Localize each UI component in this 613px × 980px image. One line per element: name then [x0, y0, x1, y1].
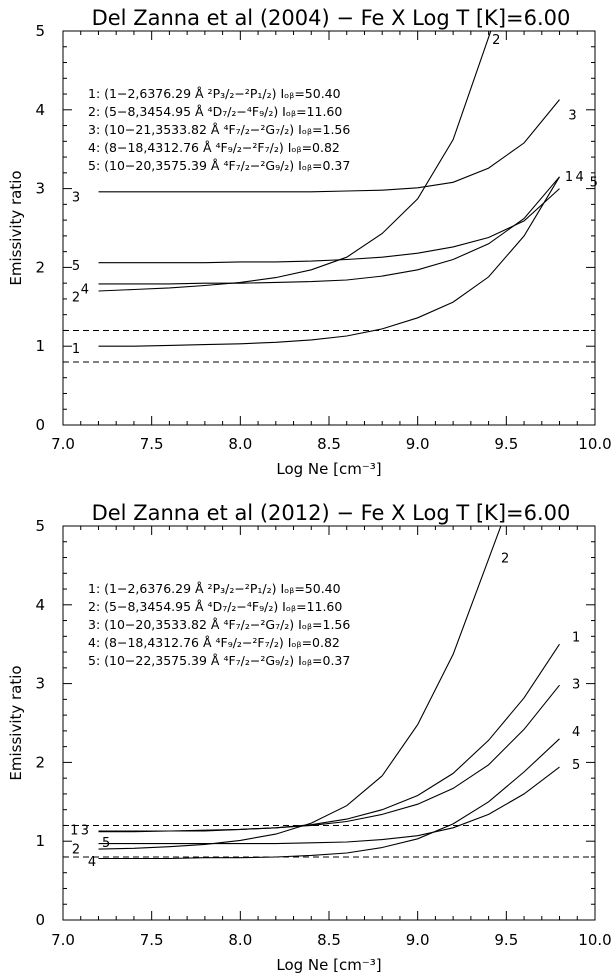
curve-label-5: 5: [102, 836, 110, 851]
legend-entry-4: 4: (8−18,4312.76 Å ⁴F₉/₂−²F₇/₂) Iₒᵦ=0.82: [88, 140, 340, 155]
x-axis-label: Log Ne [cm⁻³]: [276, 460, 381, 478]
y-axis-label: Emissivity ratio: [7, 665, 25, 780]
y-tick-label: 5: [35, 517, 45, 535]
x-tick-label: 7.0: [51, 931, 75, 949]
series-line-1: [98, 643, 560, 833]
legend-entry-3: 3: (10−21,3533.82 Å ⁴F₇/₂−²G₇/₂) Iₒᵦ=1.5…: [88, 122, 350, 137]
x-tick-label: 9.0: [406, 931, 430, 949]
series-line-1: [98, 176, 560, 347]
x-tick-label: 8.5: [317, 931, 341, 949]
x-axis-label: Log Ne [cm⁻³]: [276, 956, 381, 974]
curve-label-4: 4: [88, 855, 96, 870]
chart-panel-2: Del Zanna et al (2012) − Fe X Log T [K]=…: [7, 501, 612, 974]
chart-panel-1: Del Zanna et al (2004) − Fe X Log T [K]=…: [7, 6, 612, 478]
x-tick-label: 9.5: [494, 931, 518, 949]
series-line-2: [98, 526, 502, 850]
curve-label-5: 5: [572, 758, 580, 773]
x-tick-label: 7.0: [51, 435, 75, 453]
y-tick-label: 1: [35, 832, 45, 850]
y-tick-label: 0: [35, 416, 45, 434]
x-tick-label: 10.0: [578, 931, 611, 949]
y-tick-label: 5: [35, 22, 45, 40]
curve-label-1: 1: [565, 170, 573, 185]
legend-entry-2: 2: (5−8,3454.95 Å ⁴D₇/₂−⁴F₉/₂) Iₒᵦ=11.60: [88, 104, 342, 119]
legend-entry-1: 1: (1−2,6376.29 Å ²P₃/₂−²P₁/₂) Iₒᵦ=50.40: [88, 581, 341, 596]
y-tick-label: 3: [35, 675, 45, 693]
legend-entry-3: 3: (10−20,3533.82 Å ⁴F₇/₂−²G₇/₂) Iₒᵦ=1.5…: [88, 617, 350, 632]
series-line-5: [98, 188, 560, 264]
curve-label-2: 2: [72, 842, 80, 857]
legend-entry-1: 1: (1−2,6376.29 Å ²P₃/₂−²P₁/₂) Iₒᵦ=50.40: [88, 86, 341, 101]
series-line-3: [98, 684, 560, 832]
chart-title: Del Zanna et al (2004) − Fe X Log T [K]=…: [92, 6, 571, 30]
curve-label-3: 3: [568, 109, 576, 124]
curve-label-1: 1: [572, 630, 580, 645]
y-tick-label: 0: [35, 911, 45, 929]
curve-label-5: 5: [72, 259, 80, 274]
curve-label-2: 2: [492, 33, 500, 48]
legend-entry-2: 2: (5−8,3454.95 Å ⁴D₇/₂−⁴F₉/₂) Iₒᵦ=11.60: [88, 599, 342, 614]
curve-label-5: 5: [590, 176, 598, 191]
x-tick-label: 9.0: [406, 435, 430, 453]
series-line-4: [98, 738, 560, 860]
y-tick-label: 4: [35, 101, 45, 119]
y-tick-label: 2: [35, 753, 45, 771]
x-tick-label: 8.5: [317, 435, 341, 453]
x-tick-label: 8.0: [228, 435, 252, 453]
y-axis-label: Emissivity ratio: [7, 170, 25, 285]
curve-label-1: 1: [72, 342, 80, 357]
curve-label-4: 4: [572, 725, 580, 740]
curve-label-1: 1: [70, 823, 78, 838]
series-line-5: [98, 766, 560, 845]
x-tick-label: 9.5: [494, 435, 518, 453]
y-tick-label: 3: [35, 180, 45, 198]
legend-entry-5: 5: (10−22,3575.39 Å ⁴F₇/₂−²G₉/₂) Iₒᵦ=0.3…: [88, 653, 350, 668]
series-line-4: [98, 176, 560, 285]
x-tick-label: 10.0: [578, 435, 611, 453]
curve-label-2: 2: [72, 291, 80, 306]
curve-label-3: 3: [572, 678, 580, 693]
curve-label-3: 3: [81, 823, 89, 838]
curve-label-2: 2: [501, 552, 509, 567]
series-line-2: [98, 31, 492, 292]
chart-title: Del Zanna et al (2012) − Fe X Log T [K]=…: [92, 501, 571, 525]
x-tick-label: 8.0: [228, 931, 252, 949]
legend-entry-5: 5: (10−20,3575.39 Å ⁴F₇/₂−²G₉/₂) Iₒᵦ=0.3…: [88, 158, 350, 173]
x-tick-label: 7.5: [140, 931, 164, 949]
x-tick-label: 7.5: [140, 435, 164, 453]
curve-label-4: 4: [81, 283, 89, 298]
curve-label-4: 4: [575, 170, 583, 185]
legend-entry-4: 4: (8−18,4312.76 Å ⁴F₉/₂−²F₇/₂) Iₒᵦ=0.82: [88, 635, 340, 650]
y-tick-label: 4: [35, 596, 45, 614]
series-line-3: [98, 99, 560, 193]
y-tick-label: 1: [35, 337, 45, 355]
y-tick-label: 2: [35, 258, 45, 276]
curve-label-3: 3: [72, 190, 80, 205]
